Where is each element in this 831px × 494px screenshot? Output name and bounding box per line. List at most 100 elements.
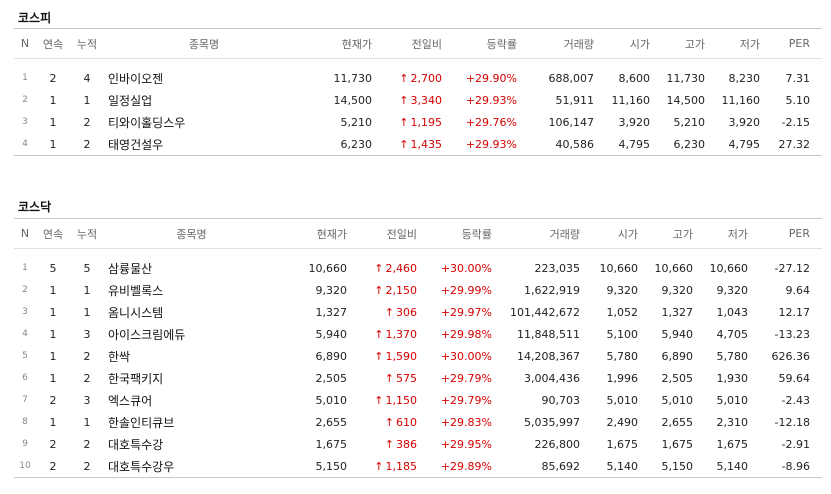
stock-name-link-value[interactable]: 한국팩키지 <box>108 371 164 386</box>
low-cell-value: 4,795 <box>728 137 761 151</box>
per-cell: -12.18 <box>748 411 822 433</box>
table-row[interactable]: 9 2 2 대호특수강 1,675 ↑ 386 +29.95% 226,800 1,675 1,67… <box>14 433 822 455</box>
stock-name-link-value[interactable]: 한싹 <box>108 349 131 364</box>
low-cell: 5,010 <box>693 389 749 411</box>
arrow-up-icon: ↑ <box>399 71 409 85</box>
stock-name-link-value[interactable]: 삼륭물산 <box>108 261 153 276</box>
cumulative-cell: 1 <box>70 89 104 111</box>
streak-cell: 1 <box>36 323 70 345</box>
high-cell-value: 9,320 <box>661 283 694 297</box>
rate-cell-value: +29.95% <box>440 437 492 451</box>
streak-cell: 2 <box>36 433 70 455</box>
stock-name-link-value[interactable]: 옴니시스템 <box>108 305 164 320</box>
price-cell: 9,320 <box>279 279 348 301</box>
rate-cell: +29.79% <box>417 367 492 389</box>
stock-name-link[interactable]: 일정실업 <box>104 89 304 111</box>
kospi-title: 코스피 <box>18 11 52 25</box>
rate-cell-value: +30.00% <box>440 261 492 275</box>
price-cell-value: 5,010 <box>315 393 348 407</box>
table-row[interactable]: 2 1 1 유비벨록스 9,320 ↑ 2,150 +29.99% 1,622,919 9,320… <box>14 279 822 301</box>
stock-name-link-value[interactable]: 일정실업 <box>108 93 153 108</box>
stock-name-link[interactable]: 유비벨록스 <box>104 279 279 301</box>
stock-name-link-value[interactable]: 아이스크림에듀 <box>108 327 186 342</box>
streak-cell: 5 <box>36 257 70 279</box>
stock-name-link[interactable]: 티와이홀딩스우 <box>104 111 304 133</box>
open-cell-value: 9,320 <box>606 283 639 297</box>
stock-name-link-value[interactable]: 티와이홀딩스우 <box>108 115 186 130</box>
rank-cell: 7 <box>14 389 36 411</box>
stock-name-link-value[interactable]: 인바이오젠 <box>108 71 164 86</box>
stock-name-link[interactable]: 대호특수강우 <box>104 455 279 478</box>
price-cell: 1,675 <box>279 433 348 455</box>
low-cell: 1,043 <box>693 301 749 323</box>
cumulative-cell-value: 2 <box>83 137 91 151</box>
rank-cell-value: 1 <box>22 263 28 273</box>
stock-name-link[interactable]: 태영건설우 <box>104 133 304 156</box>
stock-name-link[interactable]: 인바이오젠 <box>104 67 304 89</box>
table-row[interactable]: 4 1 2 태영건설우 6,230 ↑ 1,435 +29.93% 40,586 4,795 6,2… <box>14 133 822 156</box>
col-header-low: 저가 <box>693 218 748 249</box>
rate-cell: +29.98% <box>417 323 492 345</box>
rate-cell: +30.00% <box>417 345 492 367</box>
kosdaq-header-row: N 연속 누적 종목명 현재가 전일비 등락률 거래량 시가 고가 저가 PER <box>14 218 822 249</box>
table-row[interactable]: 6 1 2 한국팩키지 2,505 ↑ 575 +29.79% 3,004,436 1,996 2,… <box>14 367 822 389</box>
col-header-streak: 연속 <box>36 28 70 59</box>
low-cell-value: 4,705 <box>716 327 749 341</box>
volume-cell-value: 11,848,511 <box>517 327 580 341</box>
cumulative-cell: 2 <box>70 111 104 133</box>
streak-cell-value: 1 <box>49 283 57 297</box>
table-row[interactable]: 2 1 1 일정실업 14,500 ↑ 3,340 +29.93% 51,911 11,160 14… <box>14 89 822 111</box>
volume-cell-value: 223,035 <box>534 261 581 275</box>
cumulative-cell: 2 <box>70 455 104 478</box>
table-row[interactable]: 3 1 1 옴니시스템 1,327 ↑ 306 +29.97% 101,442,672 1,052… <box>14 301 822 323</box>
stock-name-link-value[interactable]: 엑스큐어 <box>108 393 153 408</box>
table-row[interactable]: 5 1 2 한싹 6,890 ↑ 1,590 +30.00% 14,208,367 5,780 6,… <box>14 345 822 367</box>
stock-name-link[interactable]: 삼륭물산 <box>104 257 279 279</box>
table-row[interactable]: 4 1 3 아이스크림에듀 5,940 ↑ 1,370 +29.98% 11,848,511 5,… <box>14 323 822 345</box>
table-row[interactable]: 1 5 5 삼륭물산 10,660 ↑ 2,460 +30.00% 223,035 10,660 1… <box>14 257 822 279</box>
change-cell: ↑ 1,590 <box>347 345 417 367</box>
volume-cell: 5,035,997 <box>492 411 580 433</box>
low-cell: 3,920 <box>705 111 761 133</box>
open-cell: 8,600 <box>594 67 651 89</box>
volume-cell-value: 101,442,672 <box>510 305 580 319</box>
high-cell-value: 5,940 <box>661 327 694 341</box>
stock-name-link[interactable]: 아이스크림에듀 <box>104 323 279 345</box>
change-cell: ↑ 386 <box>347 433 417 455</box>
table-row[interactable]: 10 2 2 대호특수강우 5,150 ↑ 1,185 +29.89% 85,692 5,140 5… <box>14 455 822 478</box>
change-cell: ↑ 1,185 <box>347 455 417 478</box>
stock-name-link[interactable]: 한싹 <box>104 345 279 367</box>
price-cell: 10,660 <box>279 257 348 279</box>
price-cell-value: 14,500 <box>333 93 373 107</box>
col-header-name: 종목명 <box>104 218 279 249</box>
stock-name-link-value[interactable]: 유비벨록스 <box>108 283 164 298</box>
stock-name-link-value[interactable]: 대호특수강우 <box>108 459 175 474</box>
table-row[interactable]: 8 1 1 한솔인티큐브 2,655 ↑ 610 +29.83% 5,035,997 2,490 2… <box>14 411 822 433</box>
stock-name-link[interactable]: 한솔인티큐브 <box>104 411 279 433</box>
stock-name-link[interactable]: 옴니시스템 <box>104 301 279 323</box>
cumulative-cell: 1 <box>70 301 104 323</box>
streak-cell: 1 <box>36 367 70 389</box>
change-cell-value: 1,150 <box>385 393 418 407</box>
table-row[interactable]: 3 1 2 티와이홀딩스우 5,210 ↑ 1,195 +29.76% 106,147 3,920… <box>14 111 822 133</box>
price-cell-value: 5,210 <box>340 115 373 129</box>
stock-name-link-value[interactable]: 대호특수강 <box>108 437 164 452</box>
kosdaq-table-body: 1 5 5 삼륭물산 10,660 ↑ 2,460 +30.00% 223,035 10,660 1… <box>14 249 822 478</box>
high-cell: 2,505 <box>638 367 694 389</box>
stock-name-link-value[interactable]: 태영건설우 <box>108 137 164 152</box>
per-cell-value: -2.15 <box>781 115 810 129</box>
stock-name-link-value[interactable]: 한솔인티큐브 <box>108 415 175 430</box>
streak-cell-value: 1 <box>49 349 57 363</box>
table-row[interactable]: 7 2 3 엑스큐어 5,010 ↑ 1,150 +29.79% 90,703 5,010 5,01… <box>14 389 822 411</box>
col-header-volume: 거래량 <box>517 28 594 59</box>
low-cell-value: 1,675 <box>716 437 749 451</box>
stock-name-link[interactable]: 엑스큐어 <box>104 389 279 411</box>
per-cell: -2.43 <box>748 389 822 411</box>
cumulative-cell: 1 <box>70 279 104 301</box>
stock-name-link[interactable]: 대호특수강 <box>104 433 279 455</box>
low-cell: 8,230 <box>705 67 761 89</box>
stock-name-link[interactable]: 한국팩키지 <box>104 367 279 389</box>
volume-cell-value: 226,800 <box>534 437 581 451</box>
streak-cell: 2 <box>36 389 70 411</box>
table-row[interactable]: 1 2 4 인바이오젠 11,730 ↑ 2,700 +29.90% 688,007 8,600 1… <box>14 67 822 89</box>
